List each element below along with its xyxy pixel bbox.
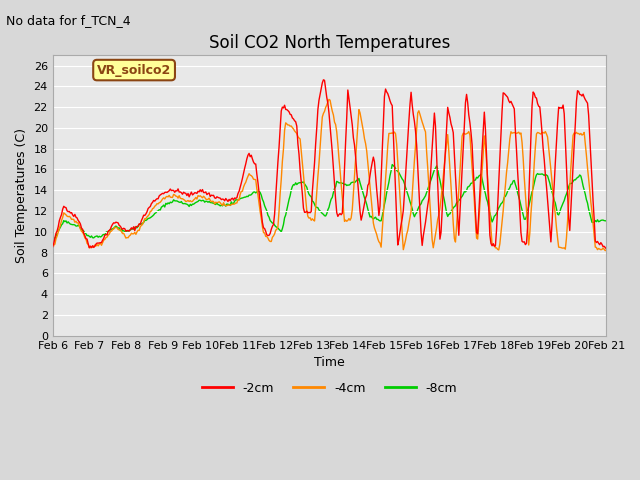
Legend: -2cm, -4cm, -8cm: -2cm, -4cm, -8cm <box>196 376 463 399</box>
X-axis label: Time: Time <box>314 356 345 369</box>
Title: Soil CO2 North Temperatures: Soil CO2 North Temperatures <box>209 34 450 52</box>
Text: VR_soilco2: VR_soilco2 <box>97 63 172 76</box>
Text: No data for f_TCN_4: No data for f_TCN_4 <box>6 14 131 27</box>
Y-axis label: Soil Temperatures (C): Soil Temperatures (C) <box>15 128 28 263</box>
